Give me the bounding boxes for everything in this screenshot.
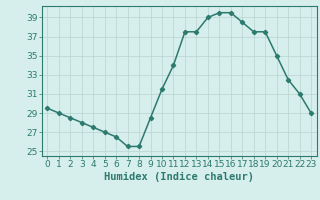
X-axis label: Humidex (Indice chaleur): Humidex (Indice chaleur) <box>104 172 254 182</box>
